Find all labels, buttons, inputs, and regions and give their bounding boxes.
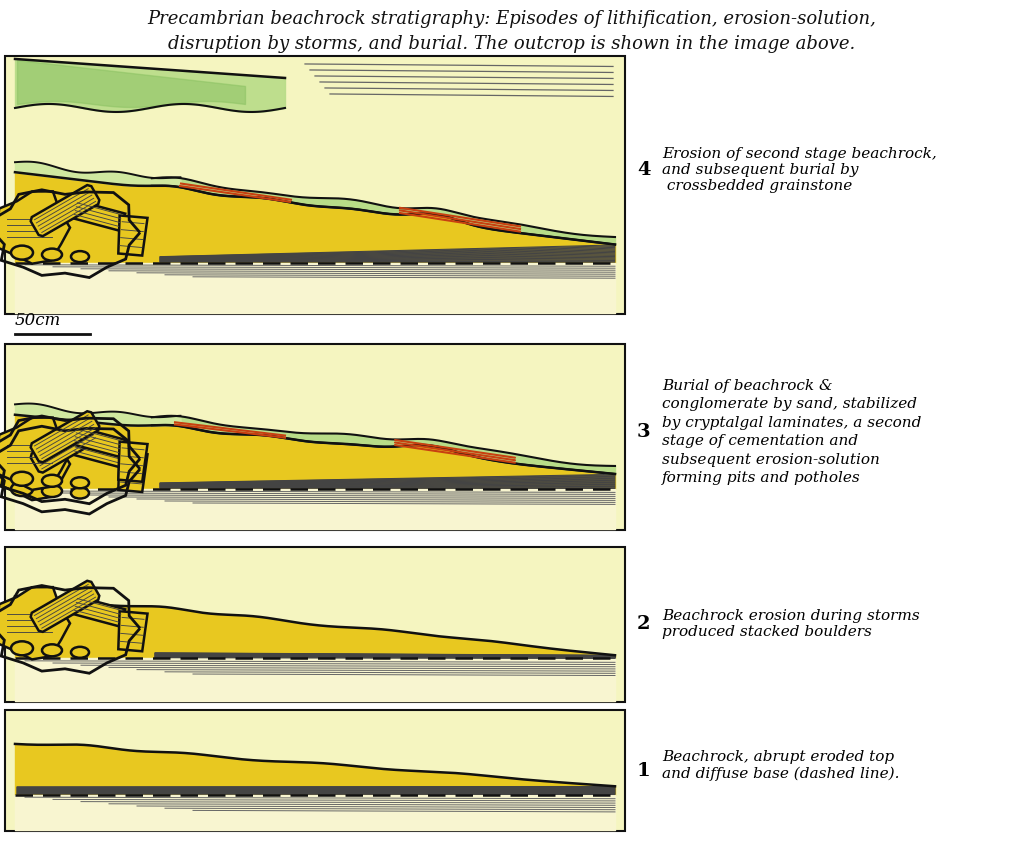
Polygon shape [0,428,70,500]
Ellipse shape [42,485,62,497]
Polygon shape [0,191,70,263]
Bar [5,344,625,530]
Polygon shape [0,587,70,660]
Ellipse shape [11,482,33,496]
Polygon shape [31,412,99,462]
Ellipse shape [71,647,89,658]
Text: 50cm: 50cm [15,313,61,330]
Text: Precambrian beachrock stratigraphy: Episodes of lithification, erosion-solution,: Precambrian beachrock stratigraphy: Epis… [147,10,877,28]
Bar [5,710,625,831]
Ellipse shape [71,251,89,262]
Ellipse shape [42,249,62,261]
Ellipse shape [11,245,33,260]
Text: 2: 2 [637,616,650,633]
Polygon shape [119,442,147,482]
Text: Beachrock erosion during storms
produced stacked boulders: Beachrock erosion during storms produced… [662,609,920,640]
Text: Burial of beachrock &
conglomerate by sand, stabilized
by cryptalgal laminates, : Burial of beachrock & conglomerate by sa… [662,379,922,485]
Text: Beachrock, abrupt eroded top
and diffuse base (dashed line).: Beachrock, abrupt eroded top and diffuse… [662,750,899,781]
Bar [5,56,625,314]
Text: 1: 1 [637,762,650,779]
Polygon shape [31,422,99,473]
Polygon shape [31,185,99,236]
Polygon shape [119,611,147,651]
Ellipse shape [71,487,89,499]
Polygon shape [119,215,147,256]
Polygon shape [73,200,125,231]
Ellipse shape [11,472,33,486]
Polygon shape [0,418,70,490]
Text: 3: 3 [637,423,650,441]
Polygon shape [31,581,99,632]
Polygon shape [73,596,125,626]
Polygon shape [73,426,125,456]
Ellipse shape [71,477,89,488]
Text: Erosion of second stage beachrock,
and subsequent burial by
 crossbedded grainst: Erosion of second stage beachrock, and s… [662,147,937,194]
Polygon shape [73,437,125,467]
Polygon shape [119,452,147,492]
Ellipse shape [42,474,62,486]
Text: 4: 4 [637,161,650,179]
Ellipse shape [11,641,33,655]
Ellipse shape [42,644,62,656]
Text: disruption by storms, and burial. The outcrop is shown in the image above.: disruption by storms, and burial. The ou… [168,35,856,53]
Bar [5,547,625,702]
